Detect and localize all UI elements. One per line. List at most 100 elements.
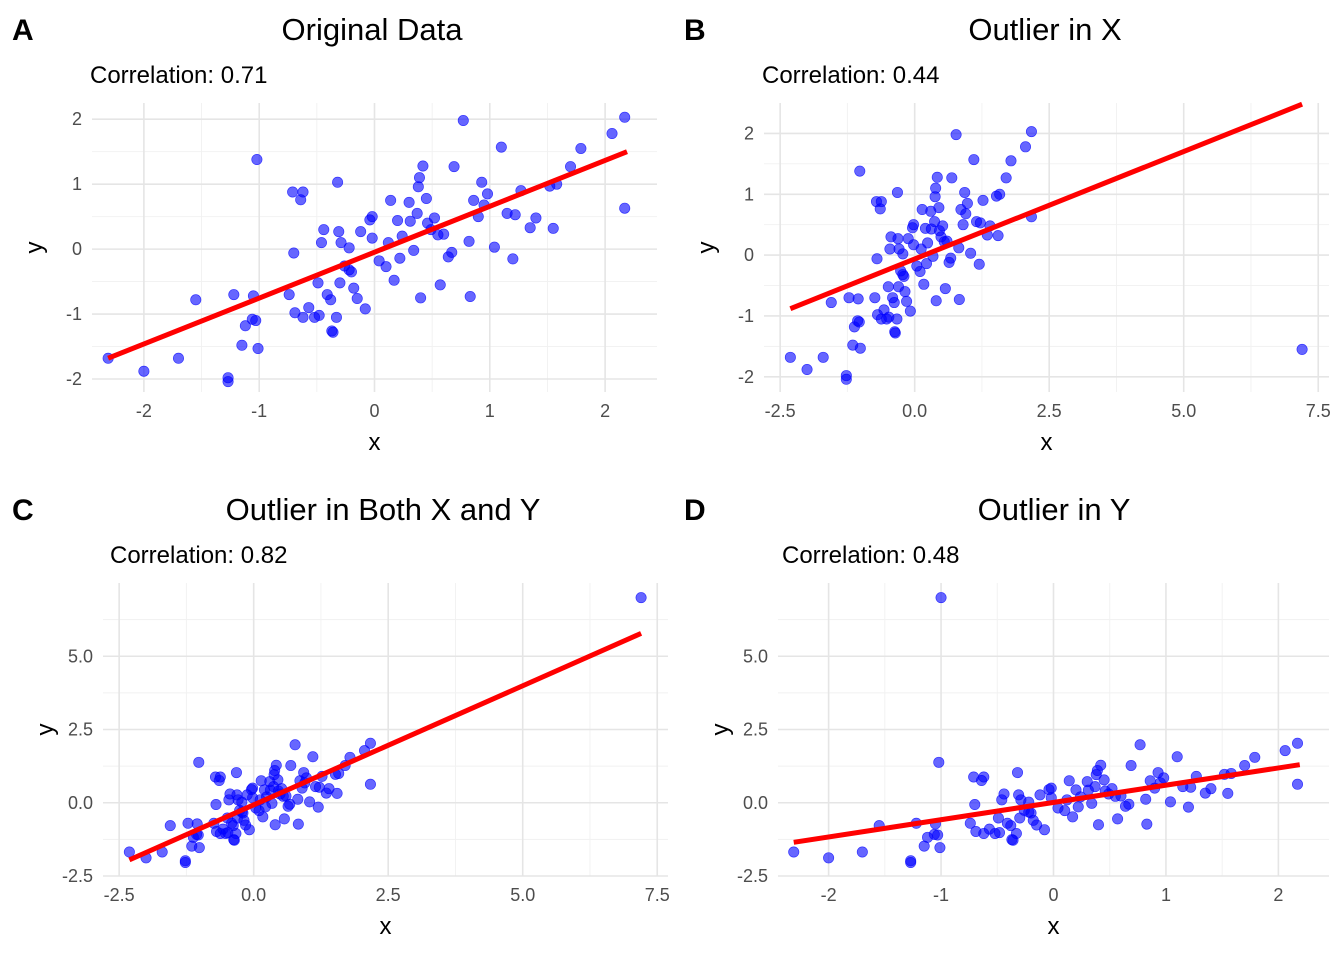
x-axis-title: x	[369, 429, 381, 456]
panel-subtitle: Correlation: 0.48	[782, 542, 959, 569]
data-point	[315, 237, 327, 249]
y-tick-label: -2	[738, 367, 754, 387]
data-point	[1000, 172, 1012, 184]
data-point	[854, 342, 866, 354]
panel-subtitle: Correlation: 0.71	[90, 62, 267, 89]
data-point	[239, 320, 251, 332]
data-point	[992, 230, 1004, 242]
data-point	[930, 295, 942, 307]
data-point	[325, 294, 337, 306]
data-point	[312, 801, 324, 813]
data-point	[509, 209, 521, 221]
panel-c: -2.5 0.0 2.5 5.0 7.5 -2.5 0.0 2.5 5.0 x y C Outlier …	[12, 492, 670, 940]
data-point	[388, 274, 400, 286]
data-point	[222, 376, 234, 388]
y-tick-label: 1	[744, 184, 754, 204]
data-point	[1098, 774, 1110, 786]
x-tick-label: 0	[369, 401, 379, 421]
data-point	[1164, 796, 1176, 808]
panel-tag: C	[12, 494, 34, 527]
data-point	[348, 282, 360, 294]
data-point	[446, 246, 458, 258]
data-point	[891, 186, 903, 198]
data-point	[992, 812, 1004, 824]
data-point	[182, 817, 194, 829]
data-point	[289, 739, 301, 751]
data-point	[882, 281, 894, 293]
y-axis-title: y	[32, 724, 59, 736]
data-point	[366, 232, 378, 244]
data-point	[969, 799, 981, 811]
data-point	[874, 203, 886, 215]
data-point	[412, 181, 424, 193]
data-point	[888, 297, 900, 309]
data-point	[892, 233, 904, 245]
data-point	[285, 760, 297, 772]
data-point	[236, 339, 248, 351]
x-tick-label: -1	[251, 401, 267, 421]
panel-title: Outlier in Y	[978, 492, 1131, 527]
data-point	[1095, 759, 1107, 771]
data-point	[930, 182, 942, 194]
panel-title: Outlier in X	[968, 12, 1122, 47]
data-point	[481, 188, 493, 200]
panel-d: -2 -1 0 1 2 -2.5 0.0 2.5 5.0 x y D Outlier in Y Corre…	[684, 492, 1329, 940]
x-axis-title: x	[1048, 913, 1060, 940]
x-tick-label: 2	[600, 401, 610, 421]
data-point	[606, 128, 618, 140]
data-point	[413, 172, 425, 184]
data-point	[1034, 789, 1046, 801]
data-point	[210, 799, 222, 811]
data-point	[295, 194, 307, 206]
y-tick-label: 5.0	[743, 646, 768, 666]
data-point	[287, 186, 299, 198]
data-point	[953, 294, 965, 306]
data-point	[784, 351, 796, 363]
y-tick-label: 0.0	[743, 793, 768, 813]
x-tick-label: 2.5	[376, 885, 401, 905]
data-point	[853, 316, 865, 328]
panel-title: Original Data	[282, 12, 464, 47]
data-point	[297, 311, 309, 323]
data-point	[252, 342, 264, 354]
x-tick-label: 0	[1048, 885, 1058, 905]
data-point	[1134, 739, 1146, 751]
data-point	[257, 811, 269, 823]
data-point	[270, 759, 282, 771]
data-point	[335, 237, 347, 249]
data-point	[172, 352, 184, 364]
data-point	[327, 326, 339, 338]
x-tick-label: -2.5	[104, 885, 135, 905]
data-point	[392, 215, 404, 227]
x-axis-title: x	[380, 913, 392, 940]
data-point	[1045, 782, 1057, 794]
data-point	[964, 817, 976, 829]
data-point	[1182, 801, 1194, 813]
panel-subtitle: Correlation: 0.82	[110, 542, 287, 569]
data-point	[1222, 787, 1234, 799]
data-point	[228, 289, 240, 301]
data-point	[351, 292, 363, 304]
data-point	[547, 222, 559, 234]
data-point	[355, 226, 367, 238]
x-tick-label: 0.0	[902, 401, 927, 421]
data-point	[960, 208, 972, 220]
data-point	[1239, 760, 1251, 772]
data-point	[974, 217, 986, 229]
data-point	[250, 315, 262, 327]
data-point	[1089, 781, 1101, 793]
data-point	[994, 188, 1006, 200]
data-point	[1067, 811, 1079, 823]
data-point	[619, 202, 631, 214]
data-point	[891, 313, 903, 325]
data-point	[931, 171, 943, 183]
y-axis-title: y	[21, 242, 48, 254]
data-point	[476, 176, 488, 188]
x-tick-label: 5.0	[510, 885, 535, 905]
data-point	[530, 212, 542, 224]
data-point	[965, 247, 977, 259]
data-point	[1125, 760, 1137, 772]
data-point	[230, 828, 242, 840]
